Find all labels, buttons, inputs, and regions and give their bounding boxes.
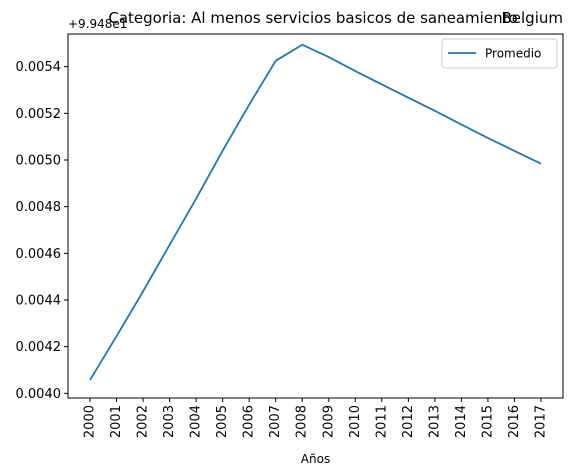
x-tick-label: 2015 — [480, 405, 495, 438]
y-tick-label: 0.0044 — [16, 294, 62, 309]
x-tick-label: 2009 — [321, 405, 336, 438]
y-tick-label: 0.0042 — [16, 340, 62, 355]
y-tick-label: 0.0052 — [16, 107, 62, 122]
series-line-0 — [89, 43, 542, 381]
series-lines — [89, 43, 542, 381]
chart-title: Categoria: Al menos servicios basicos de… — [108, 9, 517, 27]
plot-area-frame — [67, 33, 564, 399]
x-tick-label: 2006 — [242, 405, 257, 438]
y-axis-ticks: 0.0040 0.0042 0.0044 0.0046 0.0048 0.0050 0.00… — [16, 60, 68, 402]
x-tick-label: 2000 — [83, 405, 98, 438]
y-axis-offset-text: +9.948e1 — [68, 17, 127, 31]
x-tick-label: 2014 — [454, 405, 469, 438]
x-tick-label: 2008 — [295, 405, 310, 438]
y-tick-label: 0.0046 — [16, 247, 62, 262]
x-tick-label: 2013 — [427, 405, 442, 438]
x-tick-label: 2011 — [374, 405, 389, 438]
x-tick-label: 2003 — [162, 405, 177, 438]
y-tick-label: 0.0050 — [16, 154, 62, 169]
x-tick-label: 2010 — [348, 405, 363, 438]
x-tick-label: 2007 — [268, 405, 283, 438]
y-tick-label: 0.0048 — [16, 200, 62, 215]
x-axis-label: Años — [301, 452, 330, 466]
x-tick-label: 2012 — [401, 405, 416, 438]
y-tick-label: 0.0054 — [16, 60, 62, 75]
x-tick-label: 2017 — [534, 405, 549, 438]
x-tick-label: 2016 — [507, 405, 522, 438]
x-tick-label: 2005 — [215, 405, 230, 438]
x-tick-label: 2001 — [109, 405, 124, 438]
y-tick-label: 0.0040 — [16, 387, 62, 402]
legend: Promedio — [441, 38, 558, 69]
x-tick-label: 2004 — [189, 405, 204, 438]
x-axis-ticks: 2000 2001 2002 2003 2004 2005 2006 2007 2008 2009… — [83, 398, 549, 438]
x-tick-label: 2002 — [136, 405, 151, 438]
legend-box — [441, 38, 558, 69]
chart-title-right: Belgium — [502, 9, 564, 27]
legend-label: Promedio — [485, 47, 541, 61]
